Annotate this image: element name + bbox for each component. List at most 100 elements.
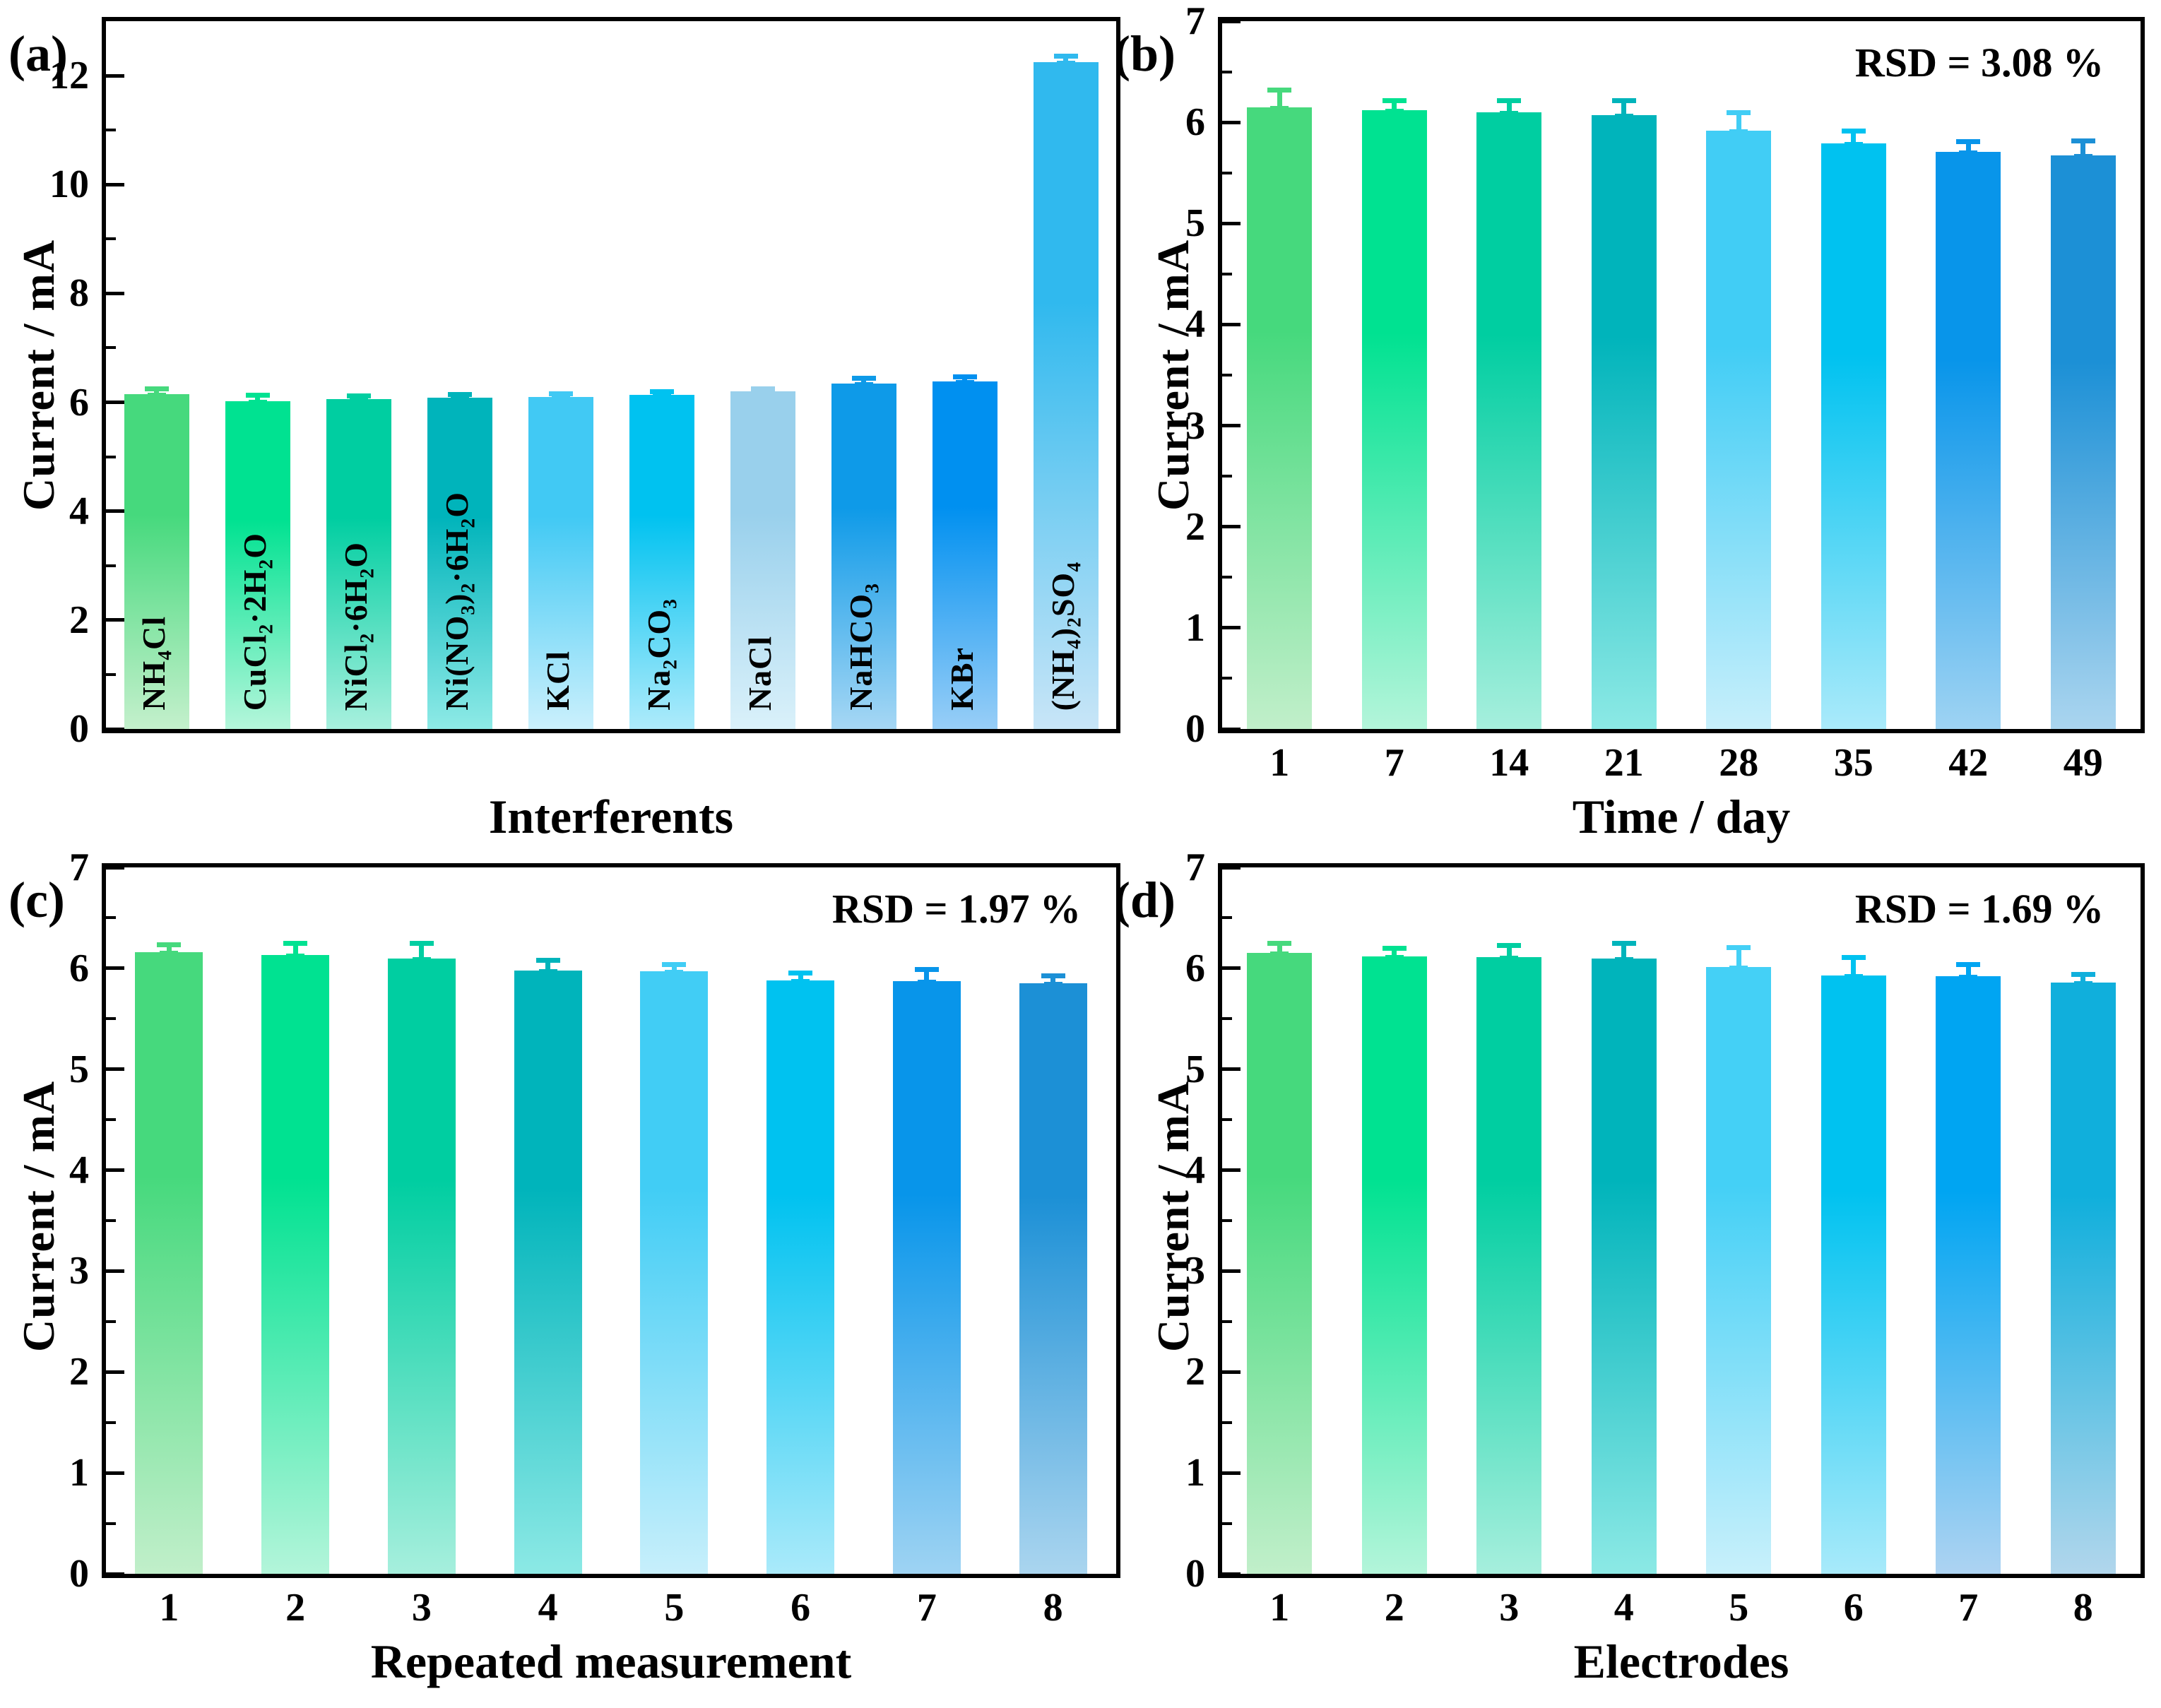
error-bar-cap-top: [409, 941, 434, 947]
error-bar-cap-bottom: [753, 390, 772, 395]
x-axis-title-a: Interferents: [488, 790, 734, 843]
y-minor-tick: [106, 672, 116, 676]
bar: [892, 981, 961, 1574]
y-minor-tick: [1222, 70, 1232, 73]
error-bar-cap-bottom: [2073, 980, 2092, 985]
x-tick-label: 6: [791, 1586, 811, 1630]
error-bar-cap-bottom: [665, 970, 684, 975]
error-bar-stem: [1621, 100, 1627, 119]
error-bar-stem: [1736, 947, 1741, 971]
y-major-tick: [1222, 120, 1241, 124]
error-bar-stem: [1965, 964, 1971, 980]
x-tick-label: 3: [411, 1586, 432, 1630]
bar: [1019, 983, 1087, 1574]
x-tick-label: 7: [916, 1586, 937, 1630]
error-bar-cap-top: [1497, 97, 1522, 103]
error-bar-cap-bottom: [652, 393, 671, 398]
error-bar-cap-top: [447, 391, 472, 397]
x-tick-label: 4: [538, 1586, 558, 1630]
y-minor-tick: [1222, 1522, 1232, 1525]
bar: [1706, 967, 1772, 1574]
plot-area-d: 0 1 2 3 4 5 6 7 1 2 3 4 5 6 7 8: [1185, 846, 2145, 1629]
bar: [831, 383, 896, 729]
bar: [514, 970, 582, 1574]
y-major-tick: [1222, 525, 1241, 529]
bar: [1591, 958, 1657, 1574]
bar: [387, 958, 456, 1574]
error-bar-cap-bottom: [917, 980, 936, 985]
x-tick-label: 35: [1833, 741, 1873, 785]
bar-category-label: NaCl: [741, 635, 778, 711]
error-bar-stem: [1965, 141, 1971, 155]
error-bar-cap-bottom: [2073, 154, 2092, 159]
y-tick-label: 7: [1185, 0, 1205, 43]
error-bar-cap-bottom: [160, 951, 179, 955]
y-tick-label: 4: [69, 1148, 89, 1192]
error-bar-cap-top: [788, 970, 813, 975]
y-major-tick: [106, 727, 124, 731]
bar-category-label: NaHCO₃: [842, 583, 879, 711]
error-bar-cap-bottom: [412, 956, 431, 961]
error-bar-cap-bottom: [1844, 142, 1863, 147]
y-major-tick: [1222, 1168, 1241, 1173]
x-axis-title-d: Electrodes: [1573, 1635, 1789, 1688]
y-minor-tick: [1222, 1319, 1232, 1323]
bar: [124, 393, 189, 729]
error-bar-cap-bottom: [1729, 129, 1748, 134]
error-bar-cap-top: [535, 958, 560, 963]
y-major-tick: [106, 73, 124, 78]
y-tick-label: 4: [1185, 302, 1205, 347]
bar: [135, 952, 203, 1574]
x-tick-label: 8: [1043, 1586, 1063, 1630]
y-major-tick: [1222, 424, 1241, 428]
x-tick-label: 1: [1269, 1586, 1290, 1630]
y-tick-label: 2: [1185, 504, 1205, 549]
y-major-tick: [106, 291, 124, 295]
y-minor-tick: [106, 1421, 116, 1424]
error-bar-cap-bottom: [1959, 150, 1978, 155]
y-major-tick: [1222, 1370, 1241, 1374]
y-major-tick: [106, 182, 124, 186]
bar: [629, 394, 694, 729]
y-minor-tick: [106, 564, 116, 567]
bar-category-label: CuCl₂·2H₂O: [236, 532, 273, 711]
x-tick-label: 28: [1719, 741, 1759, 785]
error-bar-cap-bottom: [854, 381, 873, 386]
y-minor-tick: [1222, 576, 1232, 579]
bar: [1936, 976, 2001, 1574]
y-major-tick: [1222, 966, 1241, 971]
x-tick-label: 5: [664, 1586, 685, 1630]
bar: [730, 391, 795, 729]
x-tick-label: 42: [1948, 741, 1989, 785]
y-tick-label: 7: [1185, 846, 1205, 889]
y-tick-label: 5: [1185, 1047, 1205, 1091]
bar: [1476, 112, 1542, 729]
error-bar-cap-top: [1497, 943, 1522, 948]
plot-area-a: 0 2 4 6 8 10 12 NH₄Cl CuCl₂·2H₂O NiCl₂·6H₂O Ni(NO₃…: [49, 17, 1120, 751]
x-tick-label: 5: [1729, 1586, 1749, 1630]
error-bar-cap-top: [1041, 973, 1065, 978]
error-bar-cap-bottom: [1729, 966, 1748, 971]
y-minor-tick: [1222, 916, 1232, 920]
y-minor-tick: [106, 346, 116, 350]
error-bar-stem: [419, 943, 425, 961]
error-bar-cap-top: [346, 393, 371, 398]
error-bar-cap-top: [1956, 139, 1981, 145]
error-bar-cap-top: [2071, 972, 2095, 978]
bar: [1247, 953, 1313, 1574]
error-bar-cap-bottom: [791, 979, 810, 983]
error-bar-cap-bottom: [538, 968, 557, 973]
y-tick-label: 4: [69, 489, 89, 533]
y-tick-label: 6: [1185, 100, 1205, 145]
y-major-tick: [1222, 727, 1241, 731]
y-minor-tick: [106, 129, 116, 132]
rsd-annotation-d: RSD = 1.69 %: [1854, 886, 2104, 932]
error-bar-cap-bottom: [551, 395, 570, 400]
x-tick-label: 49: [2063, 741, 2103, 785]
error-bar-stem: [1277, 90, 1282, 110]
bar: [640, 971, 709, 1574]
y-minor-tick: [106, 1017, 116, 1021]
bar: [766, 980, 835, 1574]
x-tick-label: 1: [159, 1586, 179, 1630]
error-bar-stem: [2080, 974, 2086, 985]
